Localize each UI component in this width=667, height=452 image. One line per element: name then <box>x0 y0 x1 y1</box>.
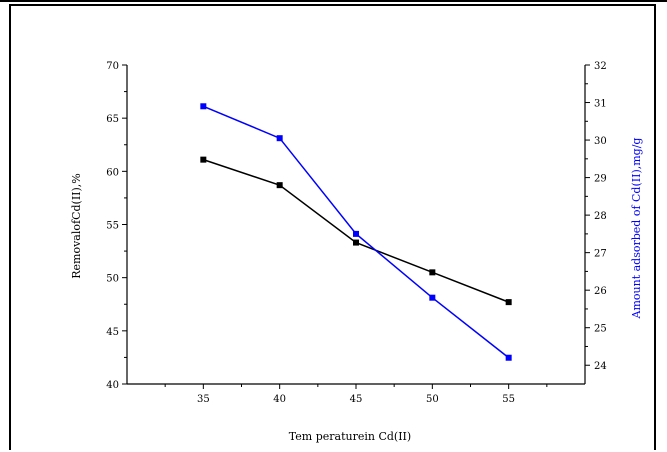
y-tick-label: 65 <box>106 114 119 125</box>
series-1-point <box>505 299 512 306</box>
series-1-point <box>353 239 359 246</box>
series-line-1 <box>203 158 509 303</box>
y-tick-label: 40 <box>106 380 119 391</box>
plot-area: 35 40 45 50 55 40 45 50 55 60 65 70 24 25 26 27 28 29 30 31… <box>106 61 606 405</box>
y2-tick-label: 27 <box>594 249 607 260</box>
series-2-point <box>353 230 359 237</box>
x-tick-label: 35 <box>197 394 210 405</box>
y2-tick-label: 28 <box>594 211 607 222</box>
series-2-point <box>429 294 436 301</box>
series-2-point <box>505 354 512 361</box>
series-1-point <box>276 182 283 189</box>
y-tick-label: 45 <box>106 327 119 338</box>
series-1-point <box>429 269 436 276</box>
y2-axis-label: Amount adsorbed of Cd(II),mg/g <box>630 138 643 320</box>
series-2-point <box>200 103 207 110</box>
y2-tick-label: 24 <box>594 361 607 372</box>
y2-tick-label: 25 <box>594 324 607 335</box>
y-tick-label: 50 <box>106 274 119 285</box>
y2-tick-label: 29 <box>594 174 607 185</box>
y-tick-label: 70 <box>106 61 119 72</box>
y-tick-label: 60 <box>106 167 119 178</box>
x-axis-label: Tem peraturein Cd(II) <box>289 430 411 443</box>
y2-tick-label: 26 <box>594 286 607 297</box>
top-border <box>0 0 667 2</box>
series-1-point <box>200 156 207 163</box>
x-tick-label: 40 <box>273 394 286 405</box>
y2-tick-label: 31 <box>594 99 607 110</box>
x-tick-label: 45 <box>350 394 363 405</box>
y2-tick-label: 30 <box>594 136 607 147</box>
y-axis-label: RemovalofCd(II),% <box>70 173 83 279</box>
x-tick-label: 50 <box>426 394 439 405</box>
x-tick-label: 55 <box>502 394 515 405</box>
series-2-point <box>276 135 283 142</box>
y2-tick-label: 32 <box>594 61 607 72</box>
figure-frame <box>9 4 656 450</box>
y-tick-label: 55 <box>106 221 119 232</box>
